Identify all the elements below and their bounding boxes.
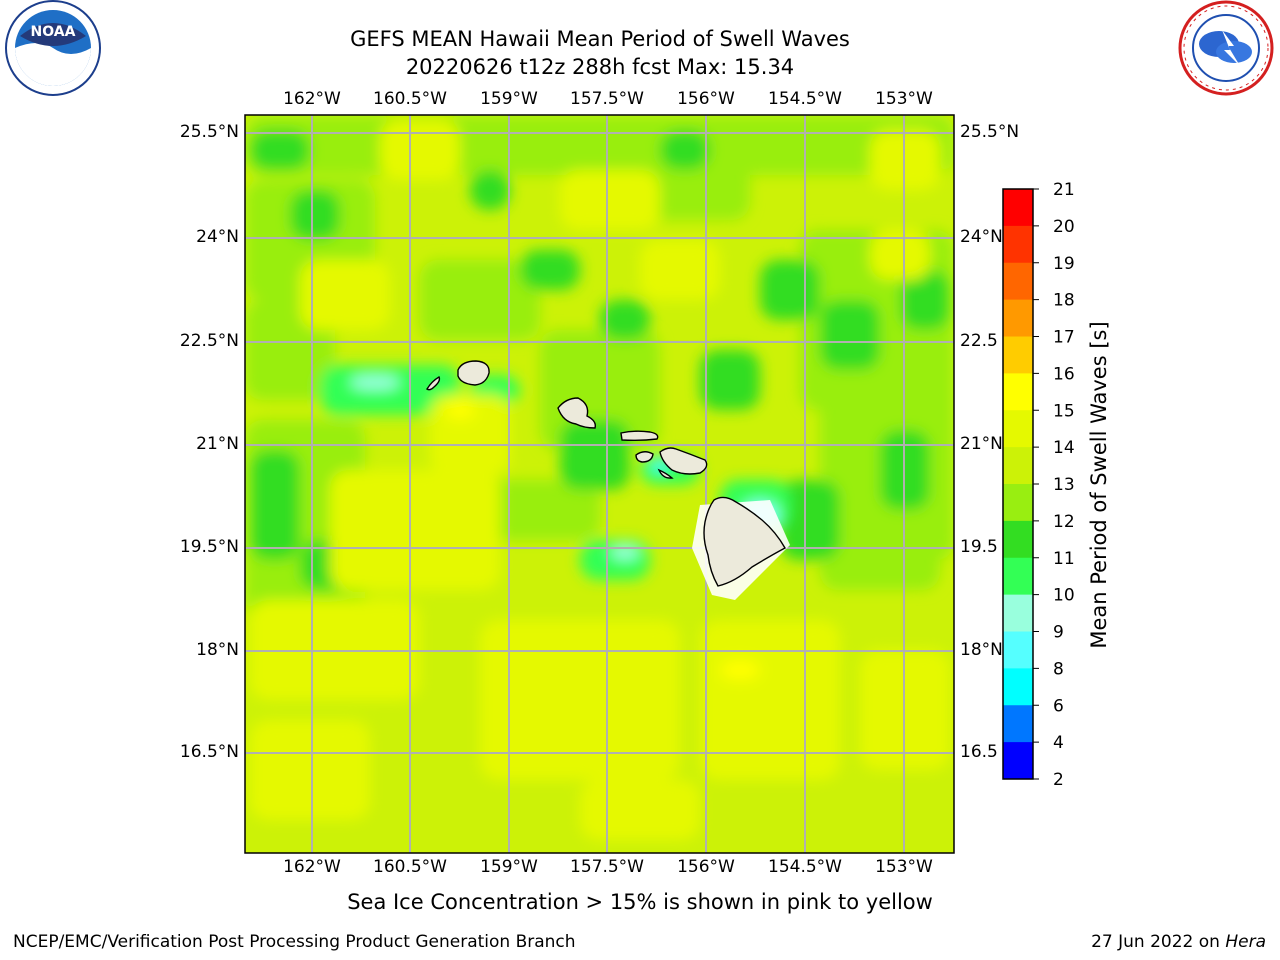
lon-label-bottom: 157.5°W xyxy=(570,857,644,877)
colorbar-tick-label: 17 xyxy=(1053,328,1075,348)
colorbar-label: Mean Period of Swell Waves [s] xyxy=(1087,321,1111,648)
lon-label-top: 153°W xyxy=(875,89,933,109)
colorbar-segment xyxy=(1003,373,1033,411)
colorbar-segment xyxy=(1003,557,1033,596)
island-coastlines xyxy=(426,360,790,600)
lat-label-right: 19.5 xyxy=(960,537,998,557)
lon-label-bottom: 154.5°W xyxy=(768,857,842,877)
colorbar-tick-label: 20 xyxy=(1053,217,1075,237)
lat-label-right: 21°N xyxy=(960,434,1003,454)
lon-label-top: 159°W xyxy=(480,89,538,109)
colorbar-segment xyxy=(1003,668,1033,706)
lon-label-bottom: 153°W xyxy=(875,857,933,877)
colorbar-tick-label: 9 xyxy=(1053,623,1064,643)
colorbar-tick-label: 10 xyxy=(1053,586,1075,606)
map-subtitle: 20220626 t12z 288h fcst Max: 15.34 xyxy=(405,55,795,79)
island-6 xyxy=(657,468,674,479)
swell-period-field xyxy=(245,115,954,853)
colorbar-segment xyxy=(1003,447,1033,485)
colorbar: 21 20 19 18 17 16 15 14 13 12 11 10 9 8 6 4 2 xyxy=(1002,180,1075,790)
colorbar-tick-label: 6 xyxy=(1053,696,1064,716)
noaa-logo: NOAA xyxy=(5,0,101,96)
lat-label-left: 18°N xyxy=(196,640,239,660)
colorbar-tick-label: 11 xyxy=(1053,549,1075,569)
island-0 xyxy=(457,360,490,386)
colorbar-segment xyxy=(1003,520,1033,559)
nws-logo xyxy=(1178,0,1274,96)
lat-label-right: 25.5°N xyxy=(960,122,1020,142)
colorbar-tick-label: 16 xyxy=(1053,364,1075,384)
colorbar-segment xyxy=(1003,336,1033,374)
colorbar-tick-label: 21 xyxy=(1053,180,1075,200)
lat-label-left: 24°N xyxy=(196,227,239,247)
colorbar-tick-label: 12 xyxy=(1053,512,1075,532)
colorbar-segment xyxy=(1003,262,1033,301)
run-stamp: 27 Jun 2022 on Hera xyxy=(1091,932,1266,952)
colorbar-segment xyxy=(1003,484,1033,522)
lat-label-right: 16.5 xyxy=(960,742,998,762)
colorbar-tick-label: 19 xyxy=(1053,254,1075,274)
colorbar-segment xyxy=(1003,189,1033,227)
colorbar-tick-label: 14 xyxy=(1053,438,1075,458)
lat-lon-grid xyxy=(245,115,954,853)
lat-label-right: 18°N xyxy=(960,640,1003,660)
colorbar-tick-label: 13 xyxy=(1053,475,1075,495)
lat-label-left: 21°N xyxy=(196,434,239,454)
lon-label-top: 162°W xyxy=(283,89,341,109)
island-7 xyxy=(703,496,786,587)
lat-label-left: 25.5°N xyxy=(179,122,239,142)
colorbar-segment xyxy=(1003,225,1033,264)
colorbar-segment xyxy=(1003,742,1033,780)
island-4 xyxy=(635,451,654,463)
lon-label-bottom: 162°W xyxy=(283,857,341,877)
lon-label-top: 156°W xyxy=(677,89,735,109)
colorbar-tick-label: 4 xyxy=(1053,733,1064,753)
map-title: GEFS MEAN Hawaii Mean Period of Swell Wa… xyxy=(350,27,850,51)
lat-label-right: 22.5 xyxy=(960,331,998,351)
colorbar-segment xyxy=(1003,705,1033,743)
credit-line: NCEP/EMC/Verification Post Processing Pr… xyxy=(13,932,576,952)
colorbar-tick-label: 15 xyxy=(1053,401,1075,421)
lat-label-left: 19.5°N xyxy=(179,537,239,557)
island-3 xyxy=(620,430,659,442)
lon-label-bottom: 159°W xyxy=(480,857,538,877)
lon-label-bottom: 160.5°W xyxy=(373,857,447,877)
colorbar-segment xyxy=(1003,299,1033,337)
colorbar-tick-label: 8 xyxy=(1053,659,1064,679)
colorbar-segment xyxy=(1003,594,1033,632)
svg-text:NOAA: NOAA xyxy=(31,24,76,40)
lon-label-bottom: 156°W xyxy=(677,857,735,877)
island-5 xyxy=(659,447,708,475)
map-frame xyxy=(244,114,955,854)
colorbar-tick-label: 18 xyxy=(1053,291,1075,311)
colorbar-segment xyxy=(1003,410,1033,448)
run-date: 27 Jun 2022 on xyxy=(1091,932,1220,952)
lat-label-left: 22.5°N xyxy=(179,331,239,351)
lon-label-top: 157.5°W xyxy=(570,89,644,109)
island-2 xyxy=(557,397,597,429)
lon-label-top: 160.5°W xyxy=(373,89,447,109)
lon-label-top: 154.5°W xyxy=(768,89,842,109)
run-machine: Hera xyxy=(1225,932,1266,952)
colorbar-segment xyxy=(1003,631,1033,669)
island-1 xyxy=(426,376,441,391)
sea-ice-note: Sea Ice Concentration > 15% is shown in … xyxy=(347,890,933,914)
lat-label-right: 24°N xyxy=(960,227,1003,247)
colorbar-tick-label: 2 xyxy=(1053,770,1064,790)
lat-label-left: 16.5°N xyxy=(179,742,239,762)
